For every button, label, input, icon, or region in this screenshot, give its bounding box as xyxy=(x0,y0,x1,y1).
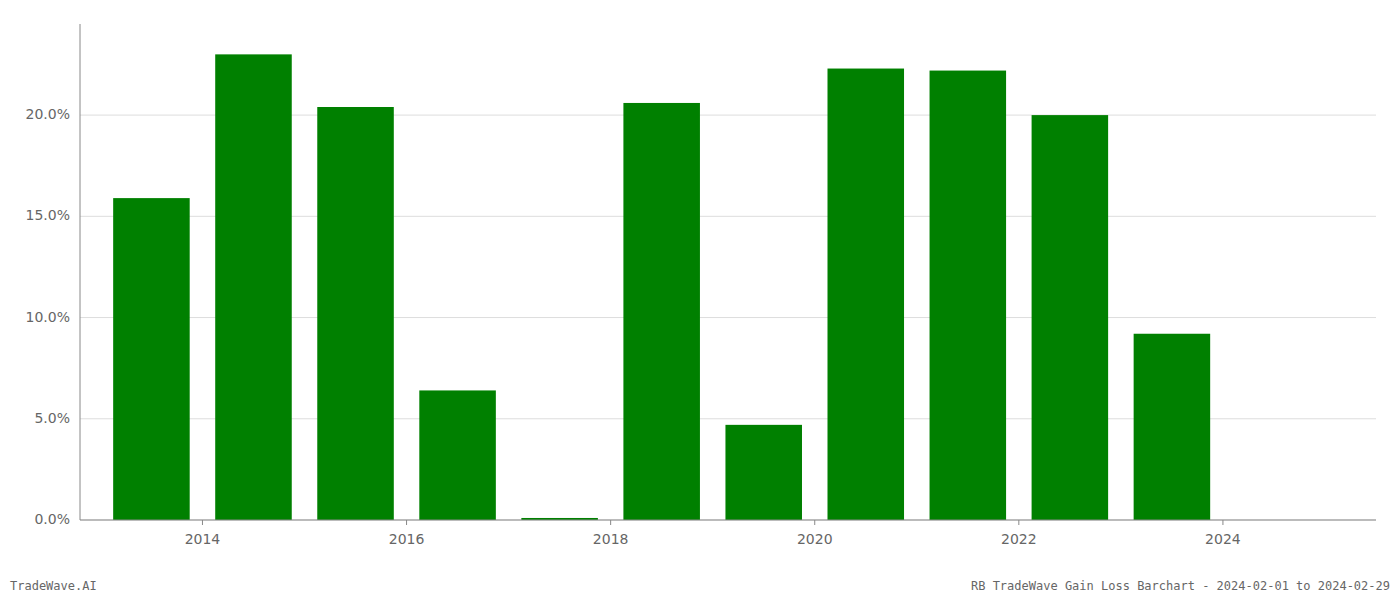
page: {"chart_data": { "type": "bar", "x": [20… xyxy=(0,0,1400,600)
y-tick-label: 10.0% xyxy=(26,309,70,325)
x-ticks: 2014 2016 2018 2020 2022 2024 xyxy=(185,520,1241,547)
x-tick-label: 2022 xyxy=(1001,531,1037,547)
y-tick-label: 5.0% xyxy=(34,410,70,426)
y-tick-label: 15.0% xyxy=(26,207,70,223)
bar xyxy=(623,103,700,520)
x-tick-label: 2018 xyxy=(593,531,629,547)
bar xyxy=(827,69,904,520)
y-tick-labels: 0.0% 5.0% 10.0% 15.0% 20.0% xyxy=(26,106,70,527)
x-tick-label: 2020 xyxy=(797,531,833,547)
x-tick xyxy=(406,520,407,525)
bars xyxy=(113,54,1210,520)
footer-text: RB TradeWave Gain Loss Barchart - 2024-0… xyxy=(971,579,1390,593)
bar xyxy=(1134,334,1211,520)
chart: 0.0%5.0%10.0%15.0%20.0%20142016201820202… xyxy=(0,0,1400,600)
y-tick-label: 0.0% xyxy=(34,511,70,527)
bar xyxy=(419,390,496,520)
x-tick-label: 2016 xyxy=(389,531,425,547)
bar xyxy=(317,107,394,520)
bar xyxy=(1032,115,1109,520)
bar xyxy=(215,54,292,520)
x-tick-label: 2014 xyxy=(185,531,221,547)
y-tick-label: 20.0% xyxy=(26,106,70,122)
bar xyxy=(930,71,1007,520)
footer-text: TradeWave.AI xyxy=(10,579,97,593)
footer: TradeWave.AI RB TradeWave Gain Loss Barch… xyxy=(10,579,1390,593)
x-tick-label: 2024 xyxy=(1205,531,1241,547)
x-axis-line xyxy=(80,519,1376,520)
x-tick xyxy=(814,520,815,525)
bar xyxy=(113,198,190,520)
x-tick xyxy=(610,520,611,525)
bar xyxy=(725,425,802,520)
x-tick xyxy=(1018,520,1019,525)
grid-line xyxy=(80,520,1376,521)
x-tick xyxy=(202,520,203,525)
y-axis-line xyxy=(80,24,81,520)
x-tick xyxy=(1222,520,1223,525)
